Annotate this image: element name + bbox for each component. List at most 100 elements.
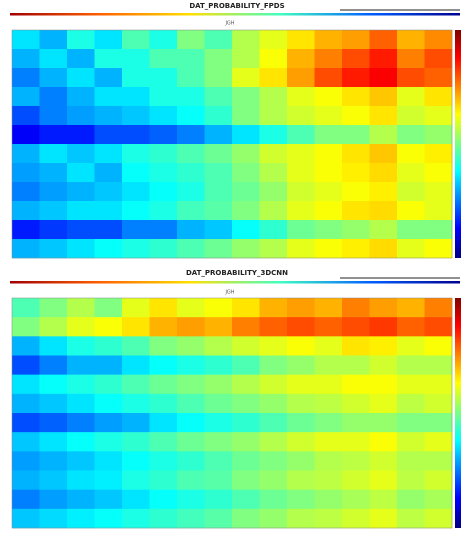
heatmap-cell [94,201,123,221]
heatmap-cell [287,182,315,202]
heatmap-cell [94,125,123,145]
heatmap-cell [232,87,260,107]
heatmap-cell [342,413,370,433]
heatmap-cell [259,49,288,69]
heatmap-cell [94,68,123,88]
heatmap-cell [204,374,233,395]
heatmap-cell [67,374,95,395]
heatmap-cell [39,298,68,318]
heatmap-cell [122,182,150,202]
heatmap-cell [314,317,343,337]
heatmap-cell [342,470,370,490]
heatmap-cell [397,220,425,240]
heatmap-cell [204,163,233,183]
heatmap-cell [397,470,425,490]
heatmap-cell [204,508,233,529]
heatmap-cell [342,144,370,164]
heatmap-cell [232,163,260,183]
heatmap-cell [424,144,453,164]
heatmap-cell [94,87,123,107]
heatmap-cell [39,489,68,510]
heatmap-cell [67,201,95,221]
heatmap-cell [94,220,123,240]
heatmap-cell [204,125,233,145]
heatmap-cell [369,163,398,183]
heatmap-cell [39,317,68,337]
heatmap-cell [287,413,315,433]
heatmap-cell [122,355,150,375]
heatmap-cell [314,125,343,145]
heatmap-cell [287,220,315,240]
heatmap-cell [12,201,40,221]
heatmap-cell [67,489,95,510]
heatmap-cell [177,201,205,221]
heatmap-cell [259,220,288,240]
heatmap-cell [177,106,205,126]
heatmap-cell [67,30,95,50]
heatmap-cell [259,68,288,88]
heatmap-cell [259,125,288,145]
heatmap-cell [39,220,68,240]
heatmap-cell [259,336,288,356]
heatmap-cell [12,49,40,69]
heatmap-cell [397,125,425,145]
heatmap-cell [122,68,150,88]
heatmap-cell [342,87,370,107]
heatmap-cell [314,336,343,356]
heatmap-cell [232,336,260,356]
heatmap-cell [122,220,150,240]
heatmap-cell [177,298,205,318]
heatmap-cell [149,49,178,69]
heatmap-cell [397,413,425,433]
heatmap-cell [287,336,315,356]
heatmap-cell [397,182,425,202]
chart-subtitle: JGH [224,21,234,27]
heatmap-cell [39,182,68,202]
heatmap-cell [342,182,370,202]
heatmap-cell [67,49,95,69]
heatmap-cell [177,30,205,50]
heatmap-cell [12,298,40,318]
heatmap-cell [397,298,425,318]
heatmap-cell [177,451,205,471]
heatmap-cell [314,508,343,529]
heatmap-cell [342,106,370,126]
heatmap-cell [39,87,68,107]
heatmap-cell [149,393,178,414]
heatmap-cell [177,413,205,433]
heatmap-cell [149,374,178,395]
heatmap-cell [342,336,370,356]
heatmap-cell [424,451,453,471]
heatmap-cell [232,508,260,529]
heatmap-cell [424,393,453,414]
heatmap-cell [39,432,68,452]
heatmap-cell [177,144,205,164]
heatmap-cell [232,374,260,395]
heatmap-cell [94,413,123,433]
heatmap-cell [369,87,398,107]
heatmap-cell [369,106,398,126]
heatmap-cell [149,451,178,471]
heatmap-cell [177,239,205,259]
heatmap-cell [39,239,68,259]
heatmap-cell [397,163,425,183]
heatmap-cell [342,49,370,69]
heatmap-cell [259,393,288,414]
heatmap-cell [149,201,178,221]
heatmap-cell [94,393,123,414]
heatmap-cell [287,49,315,69]
heatmap-cell [369,355,398,375]
heatmap-cell [287,317,315,337]
heatmap-cell [232,106,260,126]
heatmap-cell [342,201,370,221]
heatmap-cell [12,393,40,414]
heatmap-cell [259,470,288,490]
heatmap-cell [12,163,40,183]
heatmap-cell [232,220,260,240]
heatmap-cell [67,182,95,202]
heatmap-cell [342,317,370,337]
heatmap-cell [39,125,68,145]
heatmap-cell [94,317,123,337]
heatmap-cell [12,413,40,433]
